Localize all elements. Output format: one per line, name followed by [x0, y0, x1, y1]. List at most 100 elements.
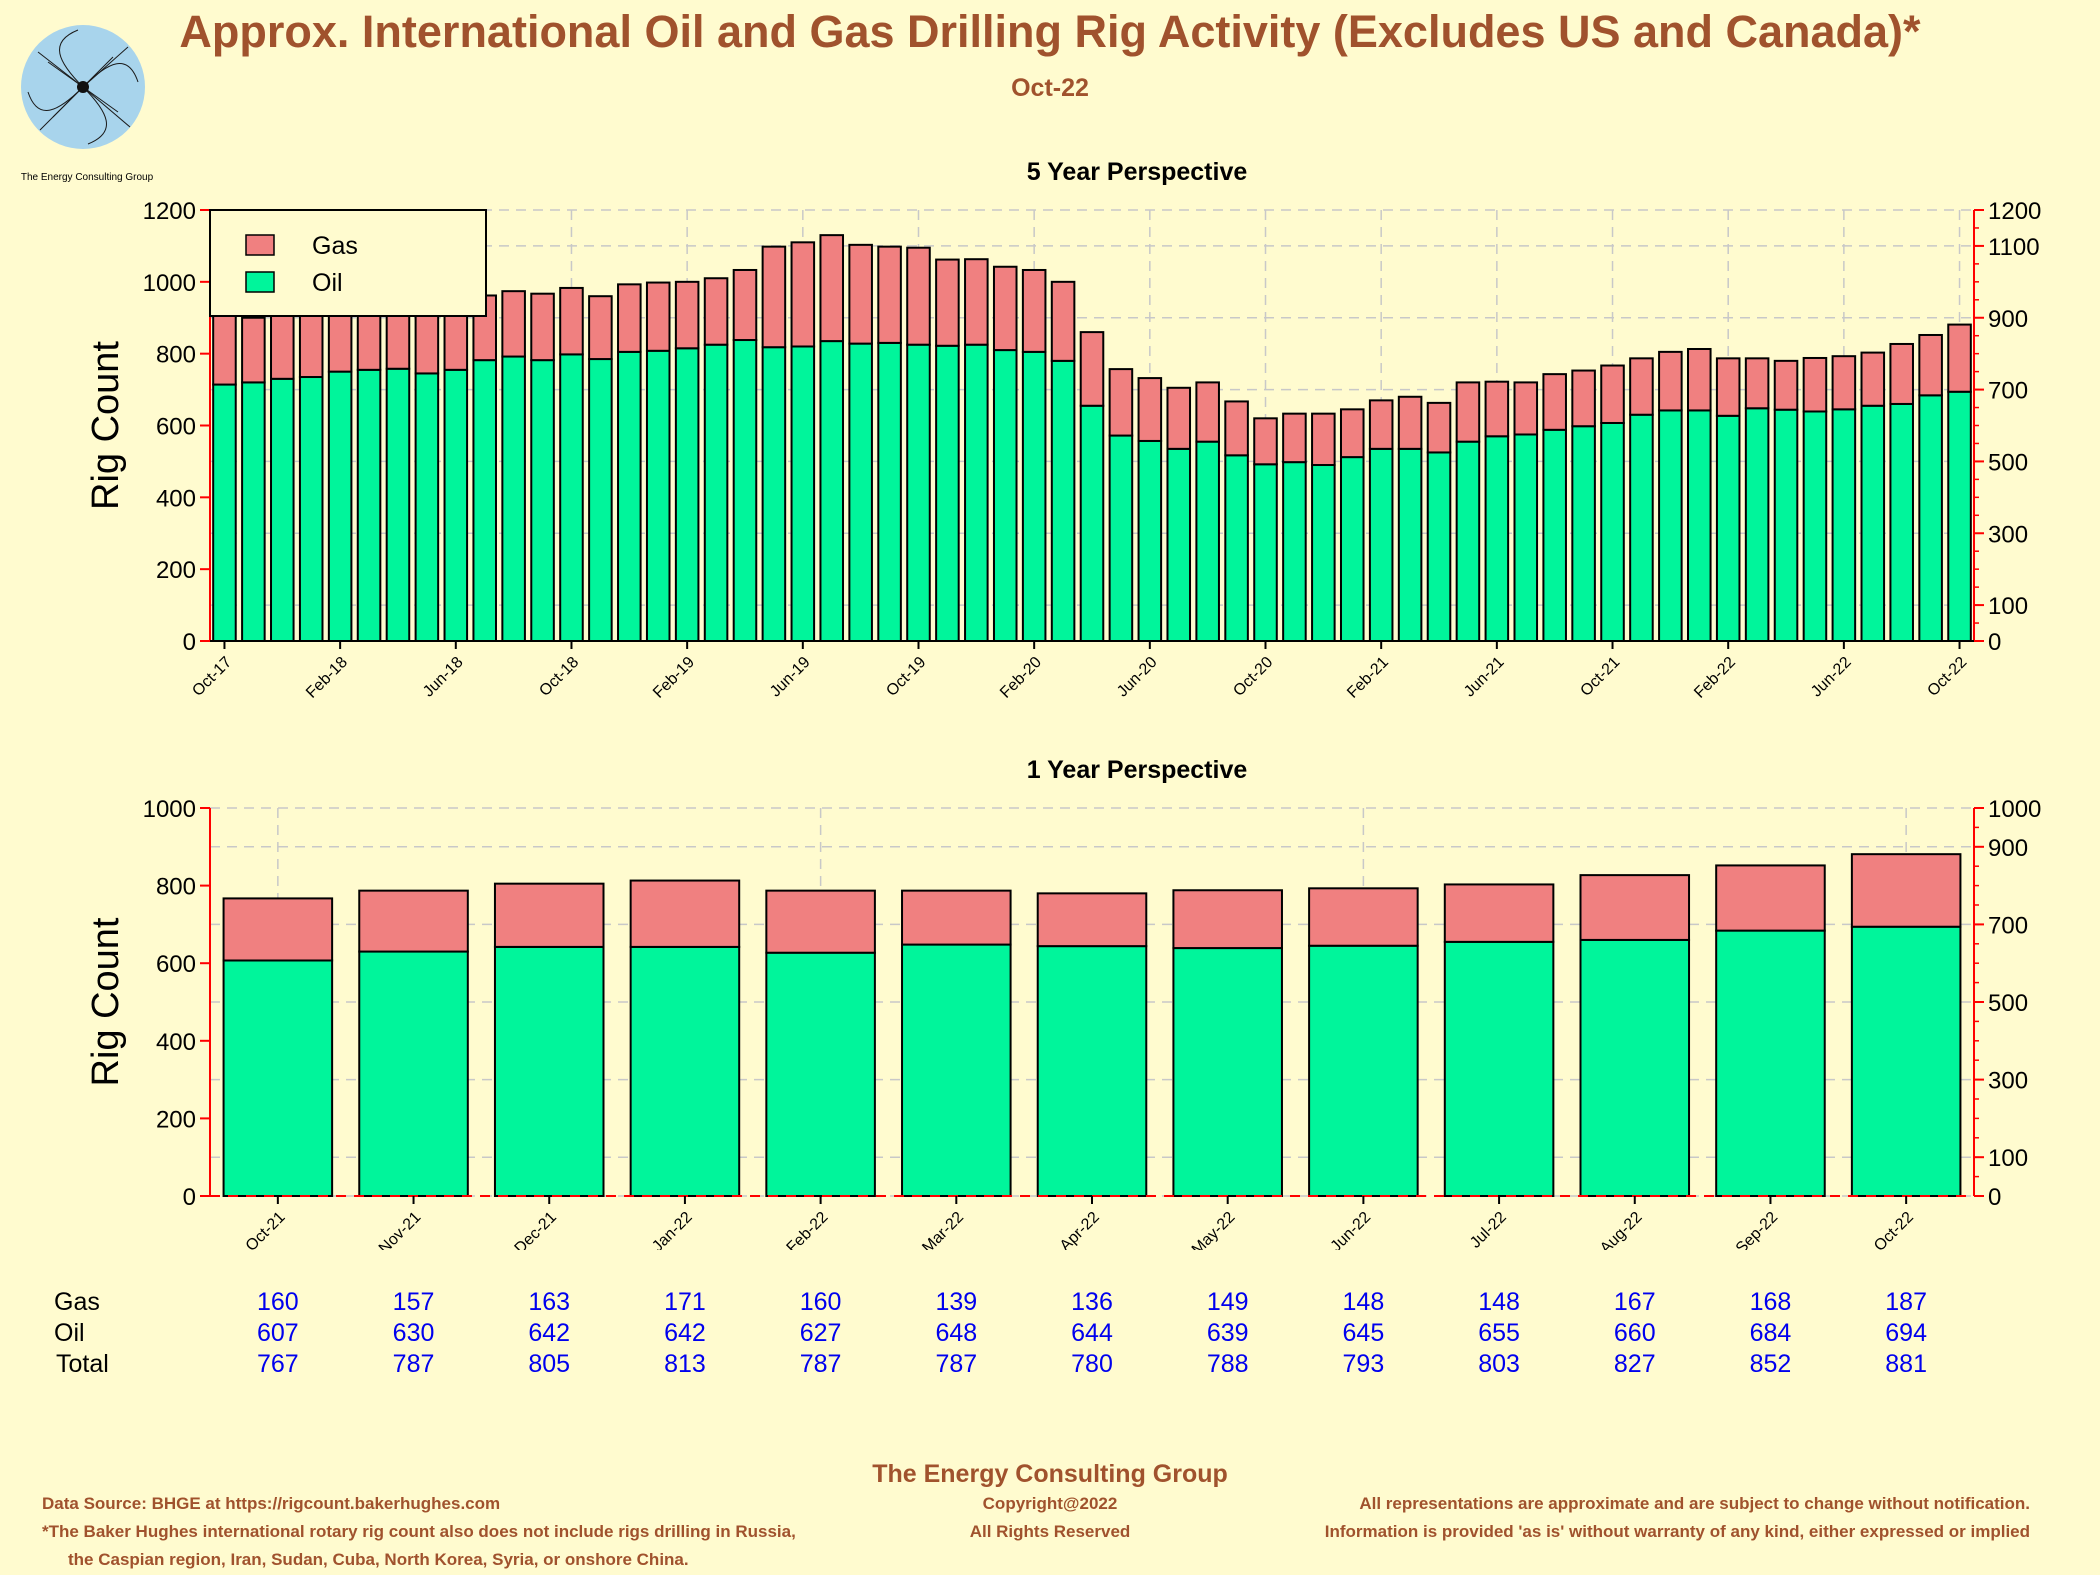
bar-gas [1715, 357, 1741, 417]
bar-gas [270, 311, 295, 380]
bar-gas [1036, 892, 1148, 948]
y-tick-label-left: 200 [156, 1106, 196, 1133]
bar-oil [222, 959, 334, 1198]
bar-oil [732, 339, 758, 642]
bar-gas [1658, 350, 1683, 412]
chart-legend: Gas Oil [209, 209, 487, 317]
x-tick-label: Jun-21 [1461, 654, 1508, 701]
data-table: Gas 160 157 163 171 160 139 136 149 148 148 167 168 1… [0, 1282, 2100, 1382]
bar-oil [501, 355, 526, 642]
bar-oil [588, 358, 613, 642]
bar-oil [617, 350, 642, 642]
y-tick-label-left: 800 [156, 342, 196, 369]
table-cell: 160 [256, 1288, 299, 1316]
bar-gas [1137, 377, 1163, 442]
bar-gas [1947, 323, 1972, 393]
bar-oil [790, 345, 816, 642]
table-cell: 655 [1478, 1319, 1520, 1347]
bar-oil [1021, 350, 1047, 642]
bar-gas [732, 268, 758, 342]
x-tick-label: Sep-22 [1733, 1209, 1782, 1250]
table-cell: 813 [664, 1350, 706, 1378]
x-tick-label: Feb-18 [303, 654, 351, 702]
table-cell: 787 [392, 1350, 435, 1378]
bar-gas [1773, 359, 1799, 411]
bar-gas [1050, 280, 1076, 362]
bar-oil [1195, 440, 1220, 642]
table-cell: 648 [935, 1319, 978, 1347]
x-tick-label: Jul-22 [1467, 1209, 1510, 1250]
bar-oil [1513, 433, 1539, 642]
bar-gas [559, 286, 584, 356]
bar-oil [906, 343, 931, 642]
table-cell: 767 [256, 1350, 299, 1378]
table-cell: 167 [1613, 1288, 1656, 1316]
bar-gas [629, 879, 741, 948]
one-year-chart: 1 Year Perspective 0 200 400 600 800 1000 0 100 3… [85, 756, 2041, 1250]
table-cell: 139 [935, 1288, 978, 1316]
bar-oil [1443, 940, 1555, 1197]
five-year-chart: 5 Year Perspective 0 200 400 600 800 1000 1200 0… [85, 158, 2041, 702]
bar-oil [819, 340, 845, 642]
bar-gas [1397, 395, 1423, 450]
x-tick-label: Jun-20 [1114, 654, 1161, 701]
bar-gas [1571, 369, 1596, 428]
bar-gas [790, 241, 816, 348]
bar-oil [1571, 425, 1596, 642]
x-tick-label: Dec-21 [512, 1209, 561, 1250]
bar-oil [1744, 407, 1770, 643]
table-cell: 157 [392, 1288, 435, 1316]
table-cell: 630 [392, 1319, 435, 1347]
bar-gas [1918, 333, 1943, 397]
table-cell: 787 [935, 1350, 978, 1378]
bar-oil [645, 349, 671, 642]
bar-gas [1079, 331, 1105, 407]
bar-gas [1600, 364, 1625, 424]
y-tick-label-left: 600 [156, 951, 196, 978]
bar-oil [241, 381, 266, 642]
bar-gas [674, 280, 700, 350]
chart-title: 1 Year Perspective [1027, 756, 1248, 784]
x-tick-label: Jun-18 [420, 654, 467, 701]
bar-oil [1629, 413, 1654, 642]
x-tick-label: Jun-22 [1808, 654, 1855, 701]
bar-oil [1542, 428, 1567, 642]
bar-oil [674, 347, 700, 642]
bar-oil [877, 341, 902, 642]
bar-oil [530, 359, 555, 642]
table-cell: 148 [1342, 1288, 1385, 1316]
bar-oil [1860, 404, 1886, 642]
y-tick-label-right: 900 [1988, 835, 2028, 862]
bar-oil [935, 344, 960, 642]
bar-oil [212, 383, 237, 642]
x-tick-label: Oct-19 [883, 654, 929, 700]
table-cell: 827 [1613, 1350, 1656, 1378]
bar-gas [1426, 401, 1452, 454]
bar-gas [848, 243, 873, 345]
bar-oil [270, 377, 295, 642]
x-tick-label: Feb-22 [784, 1209, 832, 1250]
table-cell: 163 [528, 1288, 571, 1316]
x-tick-label: Mar-22 [919, 1209, 967, 1250]
bar-oil [1658, 409, 1683, 643]
bar-gas [1513, 381, 1539, 436]
bar-oil [298, 376, 324, 642]
table-row-label: Gas [54, 1288, 100, 1316]
table-cell: 694 [1885, 1319, 1927, 1347]
x-tick-label: Jun-22 [1328, 1209, 1375, 1250]
bar-gas [617, 283, 642, 353]
bar-gas [1802, 356, 1828, 413]
bar-oil [1850, 925, 1962, 1198]
bar-gas [1443, 883, 1555, 943]
bar-gas [241, 316, 266, 384]
table-cell: 607 [256, 1319, 299, 1347]
bar-gas [588, 295, 613, 361]
bar-gas [1744, 357, 1770, 410]
bar-oil [385, 367, 411, 642]
bar-gas [1021, 268, 1047, 353]
bar-oil [1036, 945, 1148, 1197]
y-tick-label-right: 1000 [1988, 796, 2041, 823]
bar-oil [761, 346, 787, 642]
table-cell: 645 [1342, 1319, 1385, 1347]
x-tick-label: Feb-22 [1691, 654, 1739, 702]
